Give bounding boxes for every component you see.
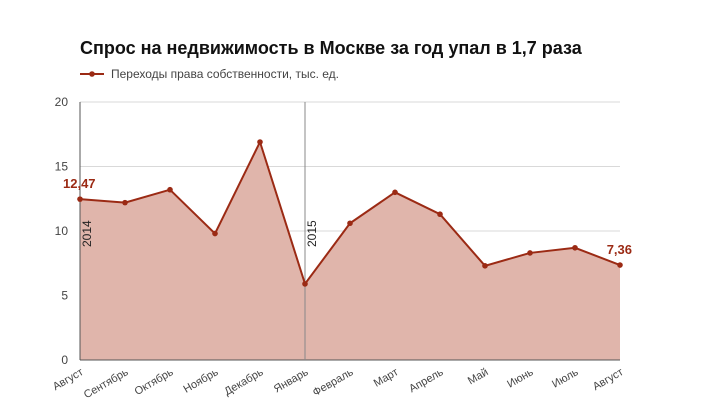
legend-label: Переходы права собственности, тыс. ед. [111, 67, 339, 81]
x-tick-label: Апрель [407, 366, 446, 395]
data-point [527, 250, 533, 256]
x-tick-label: Декабрь [222, 366, 265, 398]
data-point [257, 139, 263, 145]
x-tick-label: Сентябрь [82, 366, 131, 401]
x-tick-label: Август [51, 366, 86, 393]
data-point [572, 244, 578, 251]
data-point [167, 186, 173, 193]
x-tick-label: Март [372, 366, 401, 390]
data-point [302, 281, 308, 287]
x-tick-label: Январь [272, 366, 311, 395]
data-point [122, 199, 128, 206]
data-point [347, 220, 353, 227]
x-tick-label: Июнь [505, 366, 535, 391]
x-tick-label: Ноябрь [181, 366, 220, 396]
data-label: 7,36 [607, 242, 632, 257]
data-point [617, 262, 623, 268]
x-tick-label: Июль [550, 366, 581, 391]
chart-title: Спрос на недвижимость в Москве за год уп… [80, 38, 582, 58]
x-tick-label: Октябрь [133, 366, 176, 398]
year-label: 2015 [305, 220, 319, 247]
data-point [437, 211, 443, 218]
y-tick-label: 20 [55, 95, 69, 109]
series-area-fill [80, 141, 620, 360]
data-point [392, 189, 398, 196]
y-tick-label: 15 [55, 160, 69, 174]
x-tick-label: Август [591, 366, 626, 393]
y-tick-label: 10 [55, 224, 69, 238]
y-tick-label: 0 [61, 353, 68, 367]
y-tick-label: 5 [61, 289, 68, 303]
year-label: 2014 [80, 220, 94, 247]
data-point [212, 230, 218, 237]
data-point [482, 263, 488, 269]
data-label: 12,47 [63, 176, 96, 191]
x-tick-label: Февраль [311, 366, 356, 399]
legend-marker [89, 71, 95, 77]
x-tick-label: Май [466, 366, 491, 387]
data-point [77, 196, 83, 202]
